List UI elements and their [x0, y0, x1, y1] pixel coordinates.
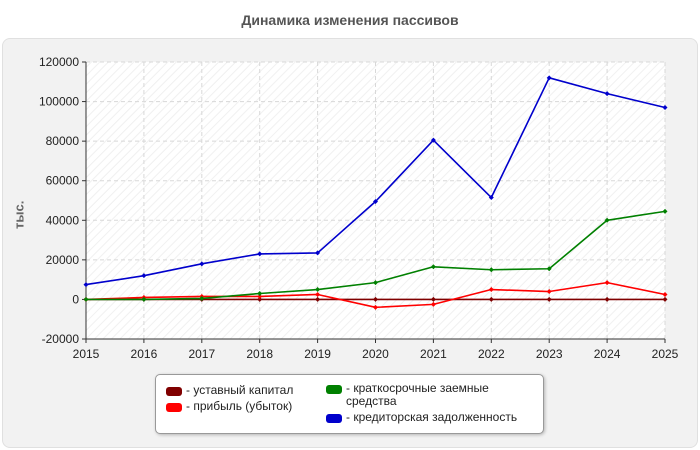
data-point[interactable] — [315, 291, 321, 297]
data-point[interactable] — [488, 267, 494, 273]
data-point[interactable] — [430, 137, 436, 143]
data-point[interactable] — [488, 296, 494, 302]
legend-item-2[interactable]: - краткосрочные заемные средства — [326, 382, 526, 408]
data-point[interactable] — [315, 250, 321, 256]
y-tick-label: 100000 — [39, 95, 79, 109]
y-tick-label: 60000 — [46, 174, 80, 188]
data-point[interactable] — [315, 287, 321, 293]
data-point[interactable] — [662, 208, 668, 214]
data-point[interactable] — [662, 105, 668, 111]
legend-swatch — [166, 387, 182, 396]
legend-swatch — [326, 385, 342, 394]
x-tick-label: 2018 — [246, 347, 273, 361]
data-point[interactable] — [604, 217, 610, 223]
y-tick-label: -20000 — [42, 332, 80, 346]
series-3 — [83, 75, 668, 288]
x-tick-label: 2023 — [536, 347, 563, 361]
legend-label: краткосрочные заемные средства — [346, 381, 489, 408]
legend-item-1[interactable]: - прибыль (убыток) — [166, 400, 292, 413]
data-point[interactable] — [662, 291, 668, 297]
data-point[interactable] — [488, 287, 494, 293]
data-point[interactable] — [546, 289, 552, 295]
data-point[interactable] — [141, 296, 147, 302]
data-point[interactable] — [604, 280, 610, 286]
data-point[interactable] — [546, 75, 552, 81]
data-point[interactable] — [83, 296, 89, 302]
x-tick-label: 2015 — [73, 347, 100, 361]
series-group — [83, 75, 668, 310]
data-point[interactable] — [257, 296, 263, 302]
legend: - уставный капитал - прибыль (убыток) - … — [155, 374, 544, 434]
data-point[interactable] — [430, 296, 436, 302]
data-point[interactable] — [546, 266, 552, 272]
legend-label: уставный капитал — [193, 383, 294, 397]
legend-label: кредиторская задолженность — [353, 410, 518, 424]
y-tick-labels: -20000 0 20000 40000 60000 80000 100000 120000 — [39, 55, 79, 346]
data-point[interactable] — [488, 195, 494, 201]
x-tick-label: 2016 — [131, 347, 158, 361]
data-point[interactable] — [141, 273, 147, 279]
data-point[interactable] — [315, 296, 321, 302]
y-tick-label: 0 — [72, 292, 79, 306]
data-point[interactable] — [83, 282, 89, 288]
chart-title: Динамика изменения пассивов — [241, 12, 459, 28]
x-tick-label: 2024 — [594, 347, 621, 361]
data-point[interactable] — [604, 296, 610, 302]
x-tick-label: 2017 — [188, 347, 215, 361]
data-point[interactable] — [257, 251, 263, 257]
y-tick-label: 40000 — [46, 213, 80, 227]
data-point[interactable] — [430, 264, 436, 270]
data-point[interactable] — [373, 304, 378, 310]
x-tick-label: 2020 — [362, 347, 389, 361]
axes — [82, 61, 666, 343]
y-tick-label: 120000 — [39, 55, 79, 69]
y-tick-label: 20000 — [46, 253, 80, 267]
x-tick-labels: 2015 2016 2017 2018 2019 2020 2021 2022 2023 2024… — [73, 347, 679, 361]
legend-swatch — [166, 403, 182, 412]
data-point[interactable] — [373, 280, 378, 286]
legend-item-0[interactable]: - уставный капитал — [166, 384, 293, 397]
data-point[interactable] — [662, 296, 668, 302]
data-point[interactable] — [199, 295, 205, 301]
x-tick-label: 2021 — [420, 347, 447, 361]
data-point[interactable] — [604, 91, 610, 97]
data-point[interactable] — [546, 296, 552, 302]
x-tick-label: 2022 — [478, 347, 505, 361]
x-tick-label: 2025 — [652, 347, 679, 361]
legend-item-3[interactable]: - кредиторская задолженность — [326, 411, 517, 424]
y-axis-label: тыс. — [11, 200, 27, 230]
legend-swatch — [326, 414, 342, 423]
data-point[interactable] — [199, 261, 205, 267]
data-point[interactable] — [373, 198, 378, 204]
legend-label: прибыль (убыток) — [193, 399, 293, 413]
y-tick-label: 80000 — [46, 134, 80, 148]
data-point[interactable] — [430, 301, 436, 307]
data-point[interactable] — [373, 296, 378, 302]
data-point[interactable] — [257, 293, 263, 299]
data-point[interactable] — [257, 290, 263, 296]
series-2 — [83, 208, 668, 302]
x-tick-label: 2019 — [304, 347, 331, 361]
